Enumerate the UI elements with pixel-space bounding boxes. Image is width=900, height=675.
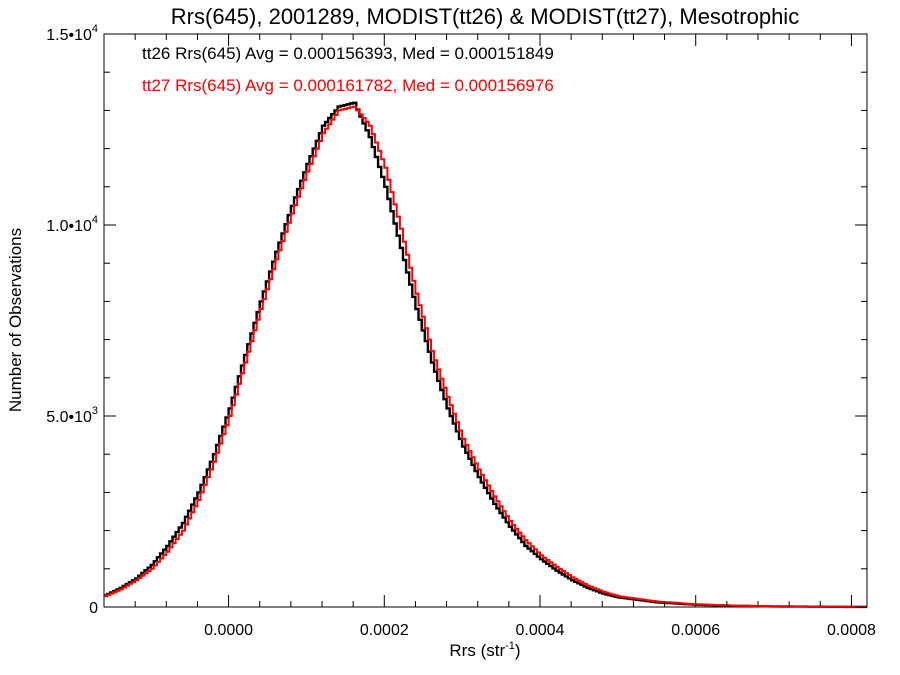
x-axis-label-sup: -1 — [505, 640, 515, 652]
y-tick-label: 0 — [89, 600, 98, 617]
x-axis-label: Rrs (str-1) — [449, 640, 520, 660]
plot-frame — [103, 33, 868, 608]
y-tick-label: 1.0•104 — [46, 214, 98, 235]
x-axis-label-suffix: ) — [515, 641, 521, 660]
legend-entry-tt26: tt26 Rrs(645) Avg = 0.000156393, Med = 0… — [142, 44, 554, 63]
series-group — [104, 101, 867, 609]
y-tick-label-mantissa: 0 — [89, 600, 98, 617]
axis-ticks — [103, 33, 867, 608]
y-tick-label-exponent: 3 — [92, 405, 98, 417]
y-tick-label-exponent: 4 — [92, 214, 98, 226]
y-tick-label-mantissa: 1.5•10 — [46, 27, 92, 44]
axis-tick-labels: 0.0000 0.0002 0.0004 0.0006 0.0008 0 5.0•103 1.… — [46, 23, 876, 639]
x-axis-label-main: Rrs (str — [449, 641, 505, 660]
x-tick-label: 0.0000 — [204, 622, 253, 639]
y-tick-label-mantissa: 5.0•10 — [46, 409, 92, 426]
y-tick-label-exponent: 4 — [92, 23, 98, 35]
y-tick-label: 5.0•103 — [46, 405, 98, 426]
y-axis-label: Number of Observations — [6, 228, 25, 412]
series-line-tt27 — [104, 105, 867, 608]
y-tick-label-mantissa: 1.0•10 — [46, 218, 92, 235]
x-tick-label: 0.0002 — [360, 622, 409, 639]
chart-title: Rrs(645), 2001289, MODIST(tt26) & MODIST… — [171, 4, 799, 29]
legend-entry-tt27: tt27 Rrs(645) Avg = 0.000161782, Med = 0… — [142, 76, 554, 95]
x-tick-label: 0.0008 — [827, 622, 876, 639]
series-line-tt26 — [104, 101, 867, 609]
x-tick-label: 0.0004 — [516, 622, 565, 639]
x-tick-label: 0.0006 — [671, 622, 720, 639]
y-tick-label: 1.5•104 — [46, 23, 98, 44]
